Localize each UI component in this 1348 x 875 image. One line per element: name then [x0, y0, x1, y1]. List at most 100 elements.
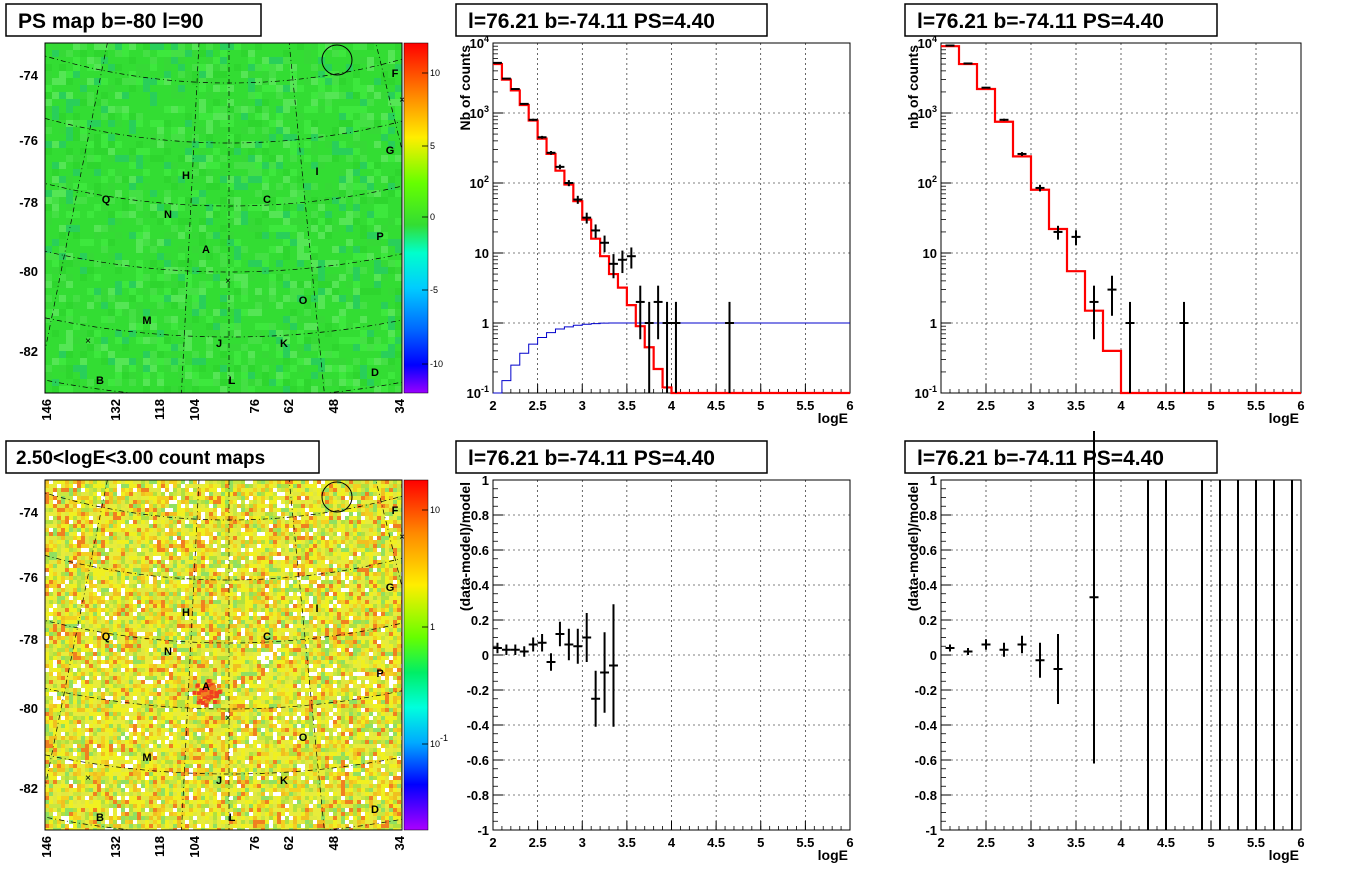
map-pixel: [129, 183, 136, 190]
map-pixel: [353, 358, 360, 365]
map-pixel: [290, 78, 297, 85]
map-pixel: [377, 568, 381, 572]
map-pixel: [333, 524, 337, 528]
map-pixel: [237, 544, 241, 548]
map-pixel: [73, 57, 80, 64]
map-pixel: [69, 488, 73, 492]
map-pixel: [221, 496, 225, 500]
map-pixel: [206, 155, 213, 162]
map-pixel: [49, 580, 53, 584]
map-pixel: [137, 488, 141, 492]
map-pixel: [385, 600, 389, 604]
map-pixel: [149, 584, 153, 588]
map-l-tick-label: 34: [392, 398, 407, 413]
map-pixel: [87, 134, 94, 141]
map-pixel: [217, 624, 221, 628]
map-pixel: [164, 148, 171, 155]
map-pixel: [115, 43, 122, 50]
map-pixel: [301, 516, 305, 520]
map-pixel: [49, 496, 53, 500]
map-pixel: [209, 608, 213, 612]
map-pixel: [217, 524, 221, 528]
map-pixel: [262, 78, 269, 85]
map-pixel: [237, 572, 241, 576]
map-pixel: [248, 218, 255, 225]
map-pixel: [297, 337, 304, 344]
map-pixel: [52, 260, 59, 267]
map-pixel: [337, 532, 341, 536]
map-pixel: [285, 512, 289, 516]
map-pixel: [141, 536, 145, 540]
map-pixel: [381, 492, 385, 496]
map-pixel: [273, 612, 277, 616]
map-pixel: [193, 540, 197, 544]
map-pixel: [161, 488, 165, 492]
map-pixel: [65, 584, 69, 588]
map-pixel: [337, 604, 341, 608]
map-pixel: [285, 616, 289, 620]
map-pixel: [66, 351, 73, 358]
map-pixel: [305, 588, 309, 592]
map-pixel: [381, 552, 385, 556]
map-pixel: [52, 190, 59, 197]
map-pixel: [241, 496, 245, 500]
map-pixel: [181, 584, 185, 588]
map-pixel: [101, 492, 105, 496]
region-label-G: G: [386, 145, 395, 157]
map-pixel: [57, 596, 61, 600]
map-pixel: [297, 616, 301, 620]
map-pixel: [122, 211, 129, 218]
map-pixel: [283, 50, 290, 57]
map-pixel: [181, 632, 185, 636]
map-pixel: [332, 50, 339, 57]
map-pixel: [97, 564, 101, 568]
map-pixel: [332, 225, 339, 232]
map-pixel: [45, 556, 49, 560]
map-pixel: [193, 588, 197, 592]
map-pixel: [49, 584, 53, 588]
map-pixel: [339, 127, 346, 134]
map-pixel: [313, 620, 317, 624]
map-pixel: [93, 604, 97, 608]
map-pixel: [265, 512, 269, 516]
map-pixel: [121, 600, 125, 604]
map-pixel: [153, 536, 157, 540]
map-pixel: [66, 127, 73, 134]
map-pixel: [145, 612, 149, 616]
map-pixel: [113, 520, 117, 524]
map-pixel: [333, 604, 337, 608]
map-pixel: [65, 480, 69, 484]
map-pixel: [80, 127, 87, 134]
map-pixel: [293, 592, 297, 596]
map-b-tick-label: -82: [19, 344, 38, 359]
map-pixel: [276, 92, 283, 99]
map-pixel: [381, 568, 385, 572]
map-pixel: [89, 484, 93, 488]
map-pixel: [349, 632, 353, 636]
map-pixel: [337, 628, 341, 632]
map-pixel: [301, 556, 305, 560]
map-pixel: [66, 106, 73, 113]
map-pixel: [221, 576, 225, 580]
map-pixel: [66, 218, 73, 225]
map-pixel: [365, 556, 369, 560]
map-pixel: [115, 141, 122, 148]
map-pixel: [125, 508, 129, 512]
map-pixel: [77, 568, 81, 572]
map-pixel: [297, 580, 301, 584]
map-pixel: [169, 624, 173, 628]
map-pixel: [77, 504, 81, 508]
map-pixel: [301, 588, 305, 592]
map-pixel: [245, 616, 249, 620]
map-pixel: [57, 624, 61, 628]
map-pixel: [133, 568, 137, 572]
map-pixel: [73, 134, 80, 141]
map-pixel: [157, 295, 164, 302]
map-pixel: [257, 508, 261, 512]
map-pixel: [157, 496, 161, 500]
map-pixel: [161, 524, 165, 528]
map-pixel: [229, 616, 233, 620]
map-pixel: [69, 604, 73, 608]
map-pixel: [285, 608, 289, 612]
map-pixel: [87, 211, 94, 218]
